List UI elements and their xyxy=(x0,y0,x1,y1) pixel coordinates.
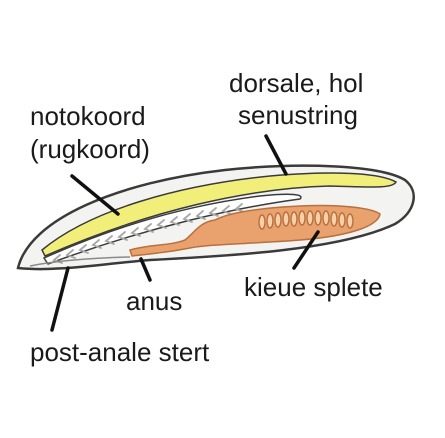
leader-line-notochord xyxy=(70,174,120,216)
body-outline xyxy=(16,164,415,271)
label-nerve-cord-line1: dorsale, hol xyxy=(229,68,363,98)
muscle-segments xyxy=(52,203,245,264)
label-nerve-cord-line2: senustring xyxy=(238,100,358,130)
leader-line-tail xyxy=(50,266,70,332)
leader-line-gill-slits xyxy=(292,230,320,270)
leader-line-nerve-cord xyxy=(264,134,288,176)
nerve-cord xyxy=(41,172,398,257)
label-notochord-line2: (rugkoord) xyxy=(30,134,150,164)
label-anus: anus xyxy=(126,286,182,316)
gill-slits xyxy=(258,210,354,230)
label-post-anal-tail: post-anale stert xyxy=(30,337,210,367)
leader-line-anus xyxy=(139,257,152,282)
leader-lines xyxy=(50,134,320,332)
label-notochord-line1: notokoord xyxy=(30,101,146,131)
tail-inner-line xyxy=(29,256,131,267)
label-gill-slits: kieue splete xyxy=(244,272,383,302)
